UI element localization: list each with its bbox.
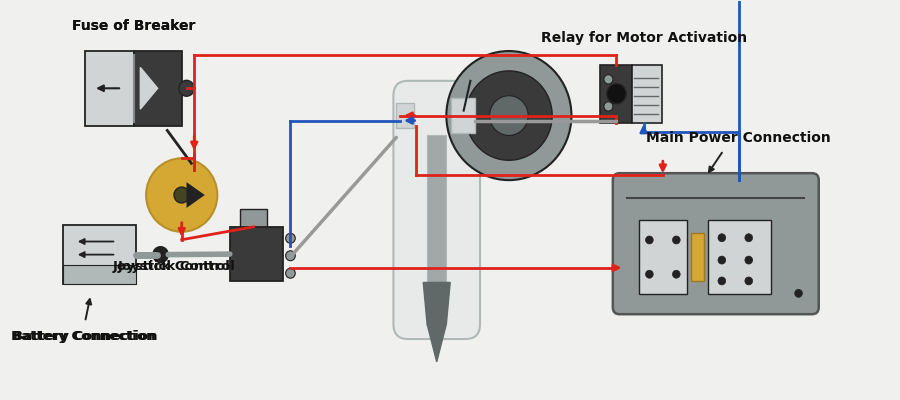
FancyBboxPatch shape bbox=[613, 173, 819, 314]
FancyBboxPatch shape bbox=[240, 209, 267, 227]
FancyBboxPatch shape bbox=[86, 51, 133, 126]
Circle shape bbox=[604, 75, 613, 84]
Text: Joystick Control: Joystick Control bbox=[118, 260, 236, 272]
Circle shape bbox=[285, 251, 295, 261]
Circle shape bbox=[672, 236, 680, 244]
FancyBboxPatch shape bbox=[691, 233, 704, 281]
Circle shape bbox=[645, 270, 653, 278]
Circle shape bbox=[446, 51, 572, 180]
Circle shape bbox=[745, 277, 752, 285]
Circle shape bbox=[745, 256, 752, 264]
Circle shape bbox=[607, 84, 626, 104]
Circle shape bbox=[146, 158, 217, 232]
Circle shape bbox=[285, 233, 295, 243]
Text: Fuse of Breaker: Fuse of Breaker bbox=[72, 19, 195, 33]
Circle shape bbox=[718, 277, 725, 285]
FancyBboxPatch shape bbox=[133, 51, 182, 126]
Polygon shape bbox=[428, 324, 446, 362]
FancyBboxPatch shape bbox=[639, 220, 687, 294]
Text: Joystick Control: Joystick Control bbox=[113, 260, 231, 272]
Text: Battery Connection: Battery Connection bbox=[12, 330, 156, 343]
Text: Fuse of Breaker: Fuse of Breaker bbox=[72, 19, 195, 33]
Circle shape bbox=[745, 234, 752, 242]
FancyBboxPatch shape bbox=[63, 225, 136, 284]
FancyBboxPatch shape bbox=[63, 265, 136, 284]
Polygon shape bbox=[423, 282, 450, 324]
Circle shape bbox=[179, 80, 194, 96]
Circle shape bbox=[285, 268, 295, 278]
Circle shape bbox=[645, 236, 653, 244]
Text: Main Power Connection: Main Power Connection bbox=[646, 131, 832, 145]
FancyBboxPatch shape bbox=[428, 136, 446, 284]
Circle shape bbox=[672, 270, 680, 278]
Circle shape bbox=[718, 256, 725, 264]
Text: Battery Connection: Battery Connection bbox=[13, 330, 157, 343]
Polygon shape bbox=[186, 182, 205, 208]
Circle shape bbox=[490, 96, 528, 136]
FancyBboxPatch shape bbox=[600, 65, 632, 122]
Circle shape bbox=[465, 71, 553, 160]
Text: Relay for Motor Activation: Relay for Motor Activation bbox=[541, 31, 747, 45]
Circle shape bbox=[153, 247, 168, 262]
Circle shape bbox=[604, 102, 613, 111]
FancyBboxPatch shape bbox=[393, 81, 480, 339]
Polygon shape bbox=[140, 68, 158, 109]
Circle shape bbox=[718, 234, 725, 242]
Circle shape bbox=[174, 187, 189, 203]
FancyBboxPatch shape bbox=[632, 65, 662, 122]
FancyBboxPatch shape bbox=[451, 98, 475, 134]
FancyBboxPatch shape bbox=[708, 220, 770, 294]
Circle shape bbox=[795, 289, 803, 297]
FancyBboxPatch shape bbox=[230, 227, 283, 282]
FancyBboxPatch shape bbox=[396, 103, 414, 128]
